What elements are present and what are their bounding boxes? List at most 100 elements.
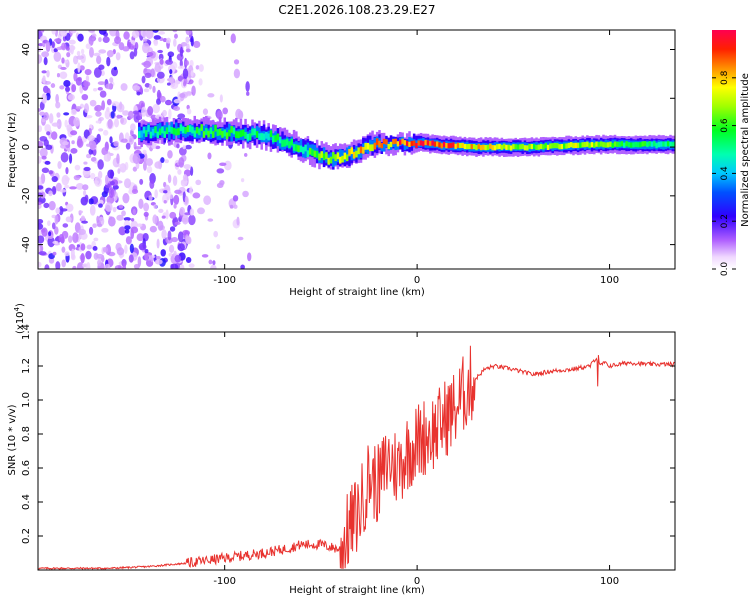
spectrogram-noise-blob — [133, 112, 140, 123]
spectrogram-noise-blob — [138, 198, 144, 210]
spectrogram-ridge-cell — [650, 141, 654, 147]
spectrogram-ridge-cell — [338, 148, 342, 160]
spectrogram-noise-blob — [64, 251, 70, 257]
spectrogram-ridge-cell — [221, 130, 224, 138]
spectrogram-ridge-cell — [228, 129, 231, 137]
spectrogram-ridge-cell — [659, 141, 663, 147]
spectrogram-ridge-cell — [373, 142, 377, 150]
spectrogram-noise-blob — [104, 263, 111, 269]
spectrogram-ridge-cell — [408, 137, 411, 146]
spectrogram-noise-blob — [94, 176, 102, 187]
spectrogram-noise-blob — [44, 264, 50, 269]
spectrogram-noise-blob — [38, 251, 47, 256]
spectrogram-ridge-cell — [387, 143, 390, 150]
spectrogram-ridge-cell — [567, 142, 571, 149]
spectrogram-noise-blob — [39, 111, 46, 116]
spectrogram-noise-blob — [131, 30, 140, 39]
spectrogram-noise-blob — [43, 111, 49, 121]
spectrogram-noise-blob — [40, 30, 45, 33]
spectrogram-noise-blob — [244, 152, 248, 157]
spectrogram-ridge-cell — [147, 127, 150, 144]
spectrogram-noise-blob — [44, 124, 51, 133]
spectrogram-ridge-cell — [574, 142, 578, 148]
colorbar-label: Normalized spectral amplitude — [740, 73, 750, 227]
spectrogram-noise-blob — [51, 131, 58, 140]
spectrogram-noise-blob — [184, 144, 192, 150]
spectrogram-noise-blob — [117, 168, 121, 175]
spectrogram-ridge-cell — [200, 124, 203, 131]
spectrogram-panel: -100 0 100 -40 -20 0 20 40 Height of straight … — [7, 29, 676, 298]
spectrogram-noise-blob — [60, 152, 69, 163]
spectrogram-ridge-cell — [205, 128, 208, 135]
spectrogram-ridge-cell — [380, 132, 384, 151]
spectrogram-ridge-cell — [595, 141, 598, 147]
spectrogram-ridge-cell — [509, 145, 513, 151]
spectrogram-noise-blob — [68, 235, 73, 244]
spectrogram-ridge-cell — [673, 141, 675, 147]
spectrogram-noise-blob — [176, 143, 180, 149]
spectrogram-noise-blob — [182, 145, 187, 150]
spectrogram-noise-blob — [65, 167, 69, 175]
spectrogram-ridge-cell — [452, 142, 455, 148]
spectrogram-noise-blob — [119, 101, 123, 110]
spectrogram-noise-blob — [84, 194, 89, 203]
spectrogram-ridge-cell — [341, 150, 344, 162]
spectrogram-ridge-cell — [348, 148, 351, 156]
spectrogram-noise-blob — [109, 30, 117, 37]
spectrogram-ridge-cell — [597, 142, 601, 148]
spectrogram-ridge-cell — [556, 143, 559, 149]
spectrogram-ridge-cell — [161, 126, 164, 134]
spectrogram-ridge-cell — [394, 138, 397, 144]
spectrogram-noise-blob — [95, 111, 102, 117]
spectrogram-ridge-cell — [519, 144, 522, 150]
spectrogram-noise-blob — [95, 120, 101, 124]
spectrogram-noise-blob — [182, 80, 187, 87]
spectrogram-noise-blob — [169, 211, 177, 219]
spectrogram-noise-blob — [173, 194, 180, 205]
spectrogram-ridge-cell — [479, 145, 483, 151]
spectrogram-ridge-cell — [405, 141, 409, 147]
spectrogram-noise-blob — [132, 208, 136, 216]
spectrogram-ridge-cell — [246, 133, 250, 141]
spectrogram-noise-blob — [165, 209, 169, 220]
spectrogram-noise-blob — [120, 138, 128, 143]
spectrogram-noise-blob — [54, 214, 59, 225]
spectrogram-noise-blob — [141, 106, 147, 117]
spectrogram-ridge-cell — [336, 152, 340, 160]
spectrogram-noise-blob — [174, 221, 181, 225]
spectrogram-ridge-cell — [657, 141, 661, 148]
spectrogram-noise-blob — [123, 31, 130, 40]
spectrogram-noise-blob — [50, 83, 56, 88]
spectrogram-noise-blob — [145, 30, 154, 40]
spectrogram-noise-blob — [147, 56, 152, 61]
spectrogram-noise-blob — [38, 235, 45, 244]
spectrogram-noise-blob — [98, 128, 104, 132]
spectrogram-ridge-cell — [327, 157, 330, 165]
spectrogram-noise-blob — [56, 73, 61, 78]
spectrogram-noise-blob — [83, 161, 88, 165]
spectrogram-noise-blob — [208, 259, 213, 265]
spectrogram-noise-blob — [56, 46, 63, 51]
spectrogram-ridge-cell — [491, 145, 494, 151]
spectrogram-ridge-cell — [382, 138, 386, 144]
spectrogram-ridge-cell — [320, 151, 324, 158]
spectrogram-ridge-cell — [410, 140, 414, 147]
spectrogram-noise-blob — [101, 227, 109, 233]
spectrogram-noise-blob — [173, 106, 181, 111]
spectrogram-noise-blob — [246, 91, 250, 96]
spectrogram-noise-blob — [201, 254, 209, 258]
spectrogram-noise-blob — [38, 54, 43, 64]
spectrogram-ridge-cell — [671, 142, 675, 148]
spectrogram-noise-blob — [39, 147, 48, 158]
spectrogram-noise-blob — [93, 252, 99, 260]
spectrogram-ridge-cell — [341, 155, 344, 163]
spectrogram-ridge-cell — [253, 128, 257, 136]
colorbar-ticks: 0.0 0.2 0.4 0.6 0.8 — [712, 70, 736, 276]
spectrogram-ridge-cell — [359, 146, 363, 154]
spectrogram-ridge-cell — [265, 131, 268, 139]
spectrogram-ridge-cell — [138, 131, 141, 138]
spectrogram-noise-blob — [58, 234, 65, 243]
spectrogram-noise-blob — [105, 83, 114, 90]
spectrogram-noise-blob — [72, 265, 77, 269]
spectrogram-noise-blob — [93, 52, 101, 57]
